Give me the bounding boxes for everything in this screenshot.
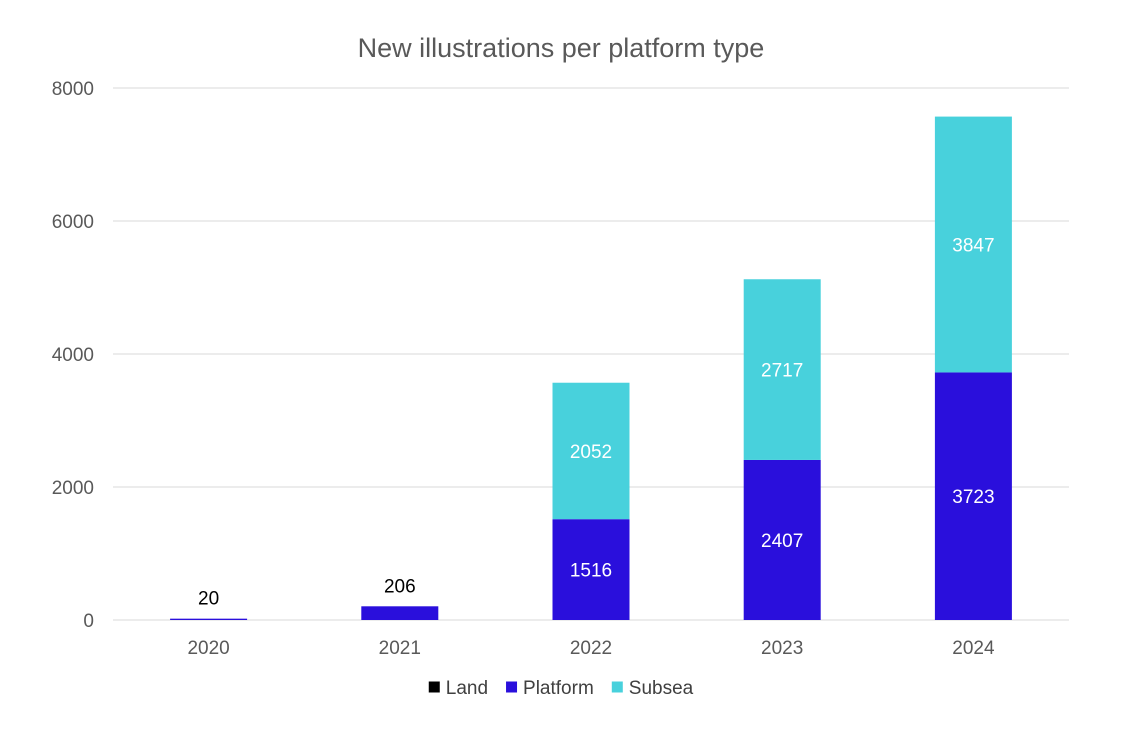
y-tick-label-4000: 4000 [52, 345, 94, 366]
y-tick-label-6000: 6000 [52, 212, 94, 233]
x-axis-ticks: 2020 2021 2022 2023 2024 [187, 638, 995, 659]
bar-subsea-2024 [934, 116, 1012, 373]
x-tick-label-2023: 2023 [761, 638, 803, 659]
bar-subsea-2023 [743, 279, 821, 460]
bars [170, 116, 1012, 620]
bar-platform-2023 [743, 459, 821, 620]
chart-title: New illustrations per platform type [358, 33, 765, 63]
bar-platform-2021 [361, 606, 439, 620]
legend-label-platform: Platform [523, 678, 594, 699]
legend: Land Platform Subsea [428, 678, 694, 699]
data-label-platform-2023: 2407 [761, 531, 803, 552]
legend-swatch-subsea [611, 681, 623, 693]
y-axis-ticks: 0 2000 4000 6000 8000 [52, 79, 94, 632]
legend-label-land: Land [446, 678, 488, 699]
data-label-platform-2020: 20 [198, 589, 219, 610]
legend-swatch-platform [506, 681, 518, 693]
bar-platform-2020 [170, 618, 248, 620]
data-label-platform-2022: 1516 [570, 561, 612, 582]
y-tick-label-8000: 8000 [52, 79, 94, 100]
bar-subsea-2022 [552, 382, 630, 520]
data-label-subsea-2023: 2717 [761, 361, 803, 382]
x-tick-label-2021: 2021 [379, 638, 421, 659]
data-label-platform-2024: 3723 [952, 487, 994, 508]
legend-label-subsea: Subsea [629, 678, 694, 699]
data-labels: 20 206 1516 2052 2407 2717 3723 3847 [198, 236, 995, 610]
data-label-subsea-2024: 3847 [952, 236, 994, 257]
x-tick-label-2020: 2020 [187, 638, 229, 659]
x-tick-label-2022: 2022 [570, 638, 612, 659]
y-tick-label-2000: 2000 [52, 478, 94, 499]
bar-platform-2022 [552, 519, 630, 620]
bar-platform-2024 [934, 372, 1012, 620]
y-tick-label-0: 0 [83, 611, 94, 632]
legend-swatch-land [428, 681, 440, 693]
gridlines [113, 87, 1069, 621]
x-tick-label-2024: 2024 [952, 638, 995, 659]
data-label-platform-2021: 206 [384, 576, 416, 597]
data-label-subsea-2022: 2052 [570, 442, 612, 463]
